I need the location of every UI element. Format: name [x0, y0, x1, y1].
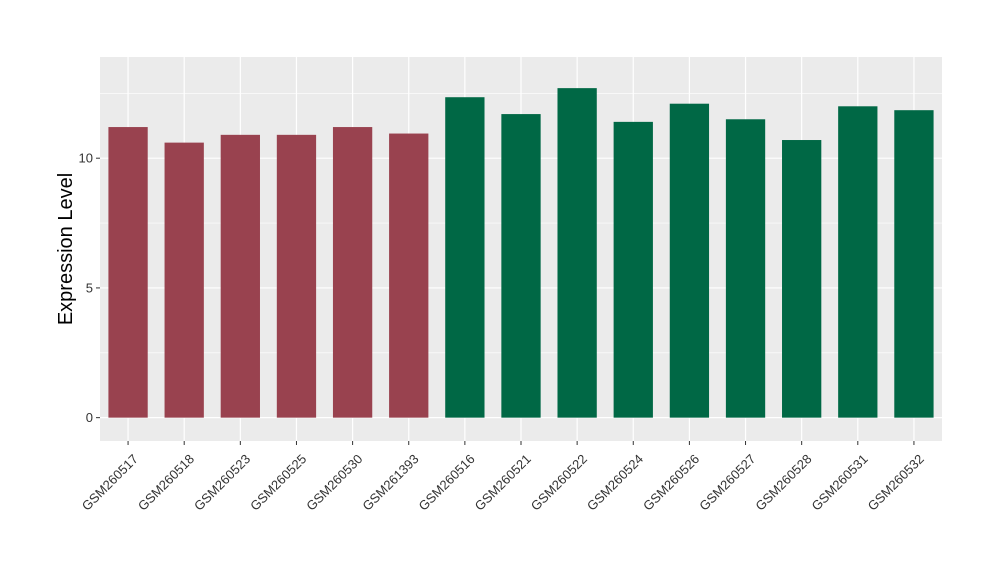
bars	[108, 88, 934, 418]
bar-GSM260518	[164, 142, 204, 418]
bar-GSM260523	[220, 134, 260, 418]
x-tick-label: GSM260526	[640, 451, 702, 513]
x-tick-label: GSM260523	[191, 451, 253, 513]
x-tick-label: GSM260518	[135, 451, 197, 513]
bar-GSM260525	[276, 134, 317, 418]
x-tick-label: GSM260517	[79, 451, 141, 513]
bar-GSM260531	[838, 106, 878, 418]
y-axis: 0 5 10	[79, 151, 100, 425]
y-tick-label: 0	[86, 410, 93, 425]
x-tick-label: GSM260531	[808, 451, 870, 513]
bar-GSM260522	[557, 88, 597, 418]
x-axis: GSM260517GSM260518GSM260523GSM260525GSM2…	[79, 441, 927, 514]
x-tick-label: GSM260532	[865, 451, 927, 513]
bar-GSM260517	[108, 127, 148, 418]
bar-GSM261393	[389, 133, 429, 418]
bar-GSM260521	[501, 114, 541, 418]
x-tick-label: GSM260524	[584, 451, 646, 513]
bar-GSM260526	[669, 103, 710, 418]
x-tick-label: GSM260516	[416, 451, 478, 513]
x-tick-label: GSM260522	[528, 451, 590, 513]
x-tick-label: GSM260530	[303, 451, 365, 513]
x-tick-label: GSM260527	[696, 451, 758, 513]
bar-GSM260527	[725, 119, 766, 418]
x-tick-label: GSM260521	[472, 451, 534, 513]
bar-GSM260530	[332, 127, 373, 418]
bar-GSM260524	[613, 121, 653, 418]
x-tick-label: GSM260525	[247, 451, 309, 513]
bar-GSM260516	[445, 97, 485, 418]
y-axis-title: Expression Level	[55, 173, 77, 325]
bar-GSM260532	[894, 110, 934, 418]
y-tick-label: 5	[86, 280, 93, 295]
bar-GSM260528	[782, 140, 822, 418]
x-tick-label: GSM260528	[752, 451, 814, 513]
x-tick-label: GSM261393	[359, 451, 421, 513]
y-tick-label: 10	[79, 151, 93, 166]
